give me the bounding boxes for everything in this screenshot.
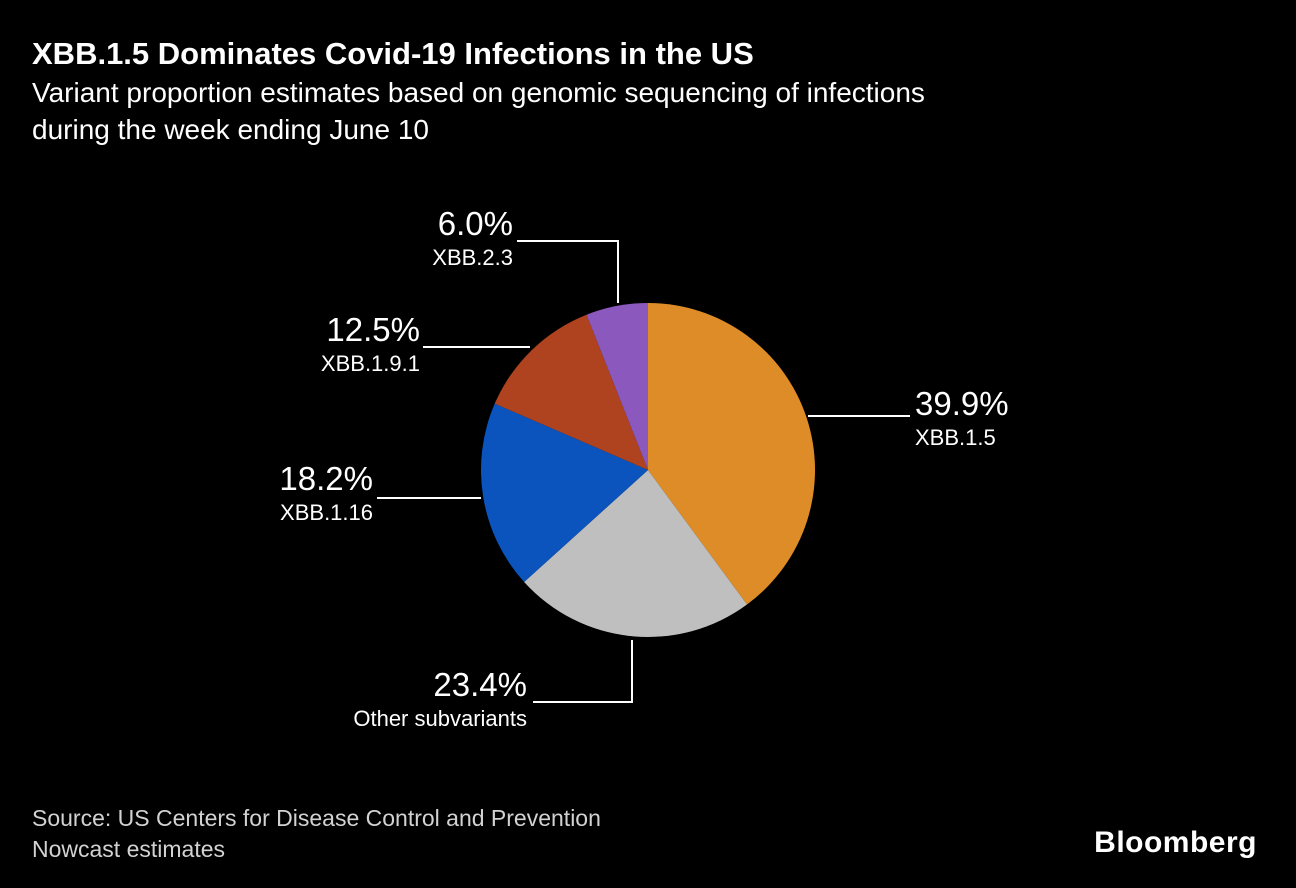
chart-subtitle-line2: during the week ending June 10 xyxy=(32,114,429,145)
bloomberg-logo: Bloomberg xyxy=(1094,826,1257,859)
leader-line-other-subvariants xyxy=(533,640,633,703)
pie-slice-xbb.1.9.1 xyxy=(494,314,648,470)
chart-header: XBB.1.5 Dominates Covid-19 Infections in… xyxy=(32,34,1222,148)
pie-slice-xbb.1.16 xyxy=(480,403,648,582)
leader-line-xbb.2.3 xyxy=(517,240,619,303)
pie-slice-xbb.1.5 xyxy=(648,303,816,605)
chart-title: XBB.1.5 Dominates Covid-19 Infections in… xyxy=(32,36,754,71)
source-note: Source: US Centers for Disease Control a… xyxy=(32,803,601,865)
source-line1: Source: US Centers for Disease Control a… xyxy=(32,805,601,831)
chart-subtitle-line1: Variant proportion estimates based on ge… xyxy=(32,77,925,108)
source-line2: Nowcast estimates xyxy=(32,836,226,862)
pie-slice-other-subvariants xyxy=(524,470,748,638)
pie-slice-xbb.2.3 xyxy=(586,303,648,470)
